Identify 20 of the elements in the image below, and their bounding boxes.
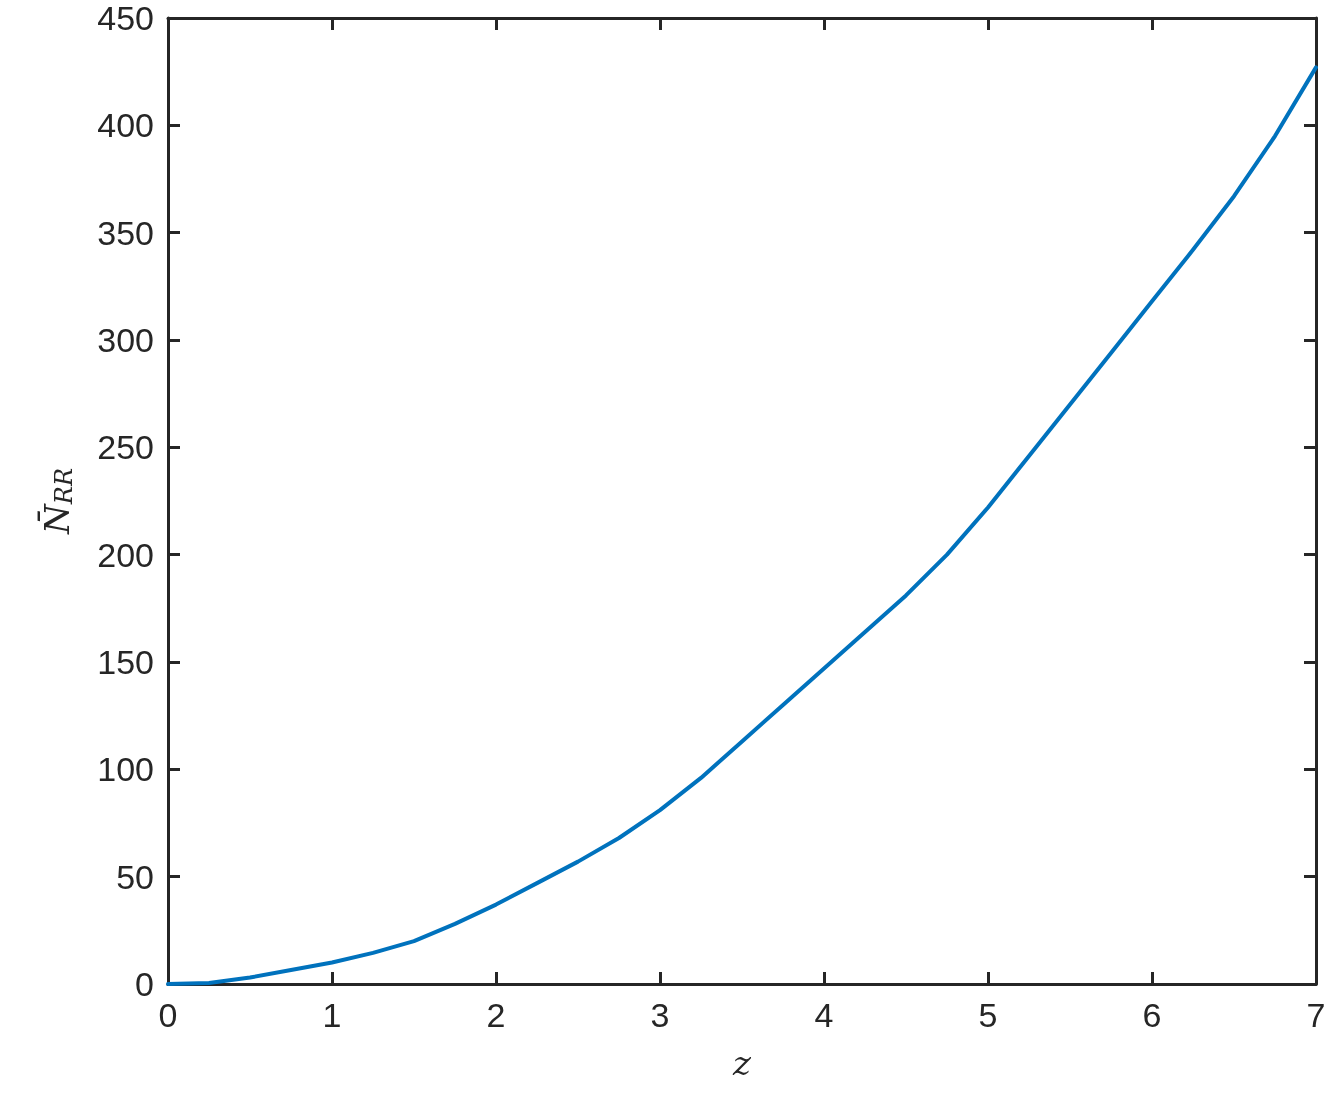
x-tick-label: 7 bbox=[1306, 996, 1326, 1034]
y-tick-label: 350 bbox=[97, 213, 154, 252]
y-tick-label: 50 bbox=[116, 857, 154, 896]
y-tick-label: 0 bbox=[135, 965, 154, 1003]
y-tick-label: 300 bbox=[97, 321, 154, 359]
x-tick-label: 5 bbox=[978, 996, 998, 1034]
y-tick-label: 150 bbox=[97, 643, 154, 681]
x-tick-label: 0 bbox=[158, 996, 178, 1034]
y-tick-label: 450 bbox=[97, 0, 154, 37]
y-tick-label: 400 bbox=[97, 106, 154, 145]
x-tick-label: 2 bbox=[486, 996, 506, 1034]
y-tick-label: 100 bbox=[97, 750, 154, 789]
y-axis-title: N̄RR bbox=[36, 468, 78, 535]
x-axis-title: z bbox=[732, 1043, 753, 1083]
y-tick-label: 250 bbox=[97, 428, 154, 467]
x-tick-label: 1 bbox=[322, 996, 342, 1034]
x-tick-label: 6 bbox=[1142, 996, 1162, 1034]
y-tick-label: 200 bbox=[97, 535, 154, 574]
x-tick-label: 3 bbox=[650, 996, 670, 1034]
x-tick-label: 4 bbox=[814, 996, 834, 1034]
